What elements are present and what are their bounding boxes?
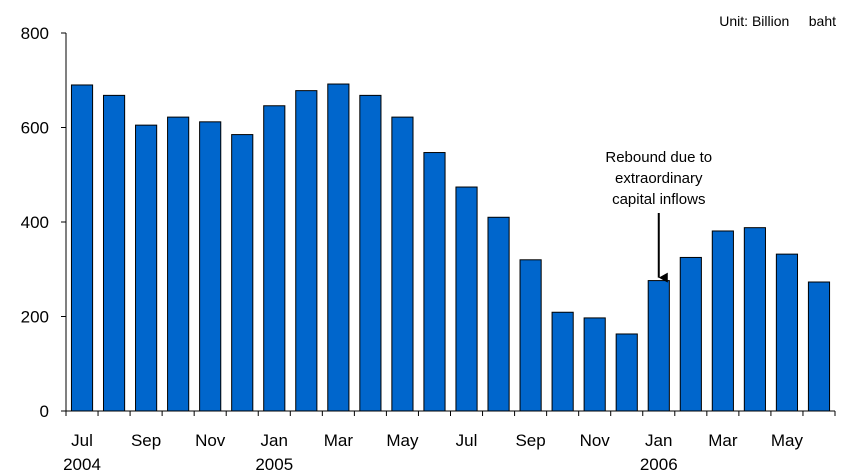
bars-group xyxy=(70,83,831,412)
unit-label: Unit: Billion baht xyxy=(719,13,836,29)
bar-3 xyxy=(167,116,190,412)
x-tick-label-month: Sep xyxy=(515,431,545,450)
x-tick-label-month: Sep xyxy=(131,431,161,450)
x-tick-label-year: 2004 xyxy=(63,455,101,474)
bar-2 xyxy=(135,124,158,412)
x-tick-label-month: May xyxy=(771,431,804,450)
bar-19 xyxy=(679,256,702,412)
annotation-text-line: Rebound due to xyxy=(605,149,712,166)
x-tick-label-month: May xyxy=(386,431,419,450)
bar-22 xyxy=(775,253,799,412)
annotation-text-line: extraordinary xyxy=(615,170,703,187)
y-tick-label: 800 xyxy=(21,24,49,43)
bar-18 xyxy=(647,280,670,412)
bar-6 xyxy=(263,105,286,412)
x-tick-label-year: 2005 xyxy=(255,455,293,474)
bar-4 xyxy=(199,121,222,412)
x-tick-label-month: Nov xyxy=(195,431,226,450)
bar-13 xyxy=(487,216,510,412)
bar-20 xyxy=(711,230,734,412)
x-tick-labels: Jul 2004 Sep Nov Jan 2005 Mar May Jul Sep Nov Jan 20… xyxy=(63,431,803,474)
x-tick-label-month: Mar xyxy=(708,431,738,450)
bar-14 xyxy=(519,259,542,412)
y-tick-labels: 0 200 400 600 800 xyxy=(21,24,49,421)
x-tick-label-month: Nov xyxy=(580,431,611,450)
axes-group xyxy=(61,32,836,416)
x-tick-label-month: Jul xyxy=(456,431,478,450)
y-tick-label: 600 xyxy=(21,119,49,138)
bar-11 xyxy=(423,152,446,412)
bar-1 xyxy=(102,94,126,412)
bar-7 xyxy=(295,90,318,412)
annotation: Rebound due to extraordinary capital inflo… xyxy=(605,149,712,283)
bar-12 xyxy=(455,186,478,412)
bar-16 xyxy=(583,317,606,412)
x-tick-label-month: Mar xyxy=(324,431,354,450)
x-tick-label-month: Jan xyxy=(261,431,288,450)
x-tick-label-month: Jan xyxy=(645,431,672,450)
bar-21 xyxy=(743,227,766,412)
bar-5 xyxy=(231,134,254,412)
bar-23 xyxy=(807,281,831,412)
bar-8 xyxy=(327,83,350,412)
annotation-text-line: capital inflows xyxy=(612,191,705,208)
bar-17 xyxy=(615,333,638,412)
bar-15 xyxy=(551,311,574,412)
bar-0 xyxy=(70,84,94,412)
y-tick-label: 0 xyxy=(40,402,49,421)
bar-10 xyxy=(391,116,414,412)
x-tick-label-month: Jul xyxy=(71,431,93,450)
y-tick-label: 200 xyxy=(21,308,49,327)
bar-9 xyxy=(359,94,382,412)
y-tick-label: 400 xyxy=(21,213,49,232)
x-tick-label-year: 2006 xyxy=(640,455,678,474)
